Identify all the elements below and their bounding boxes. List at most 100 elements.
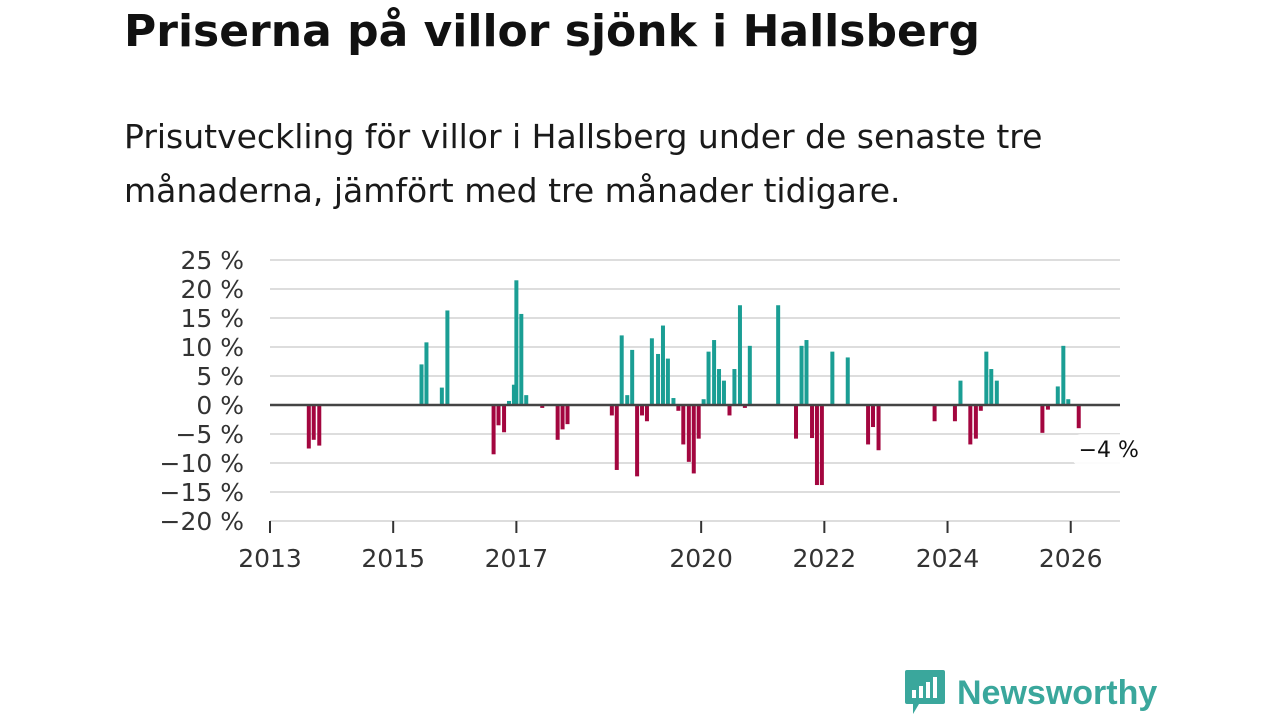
bar-positive bbox=[439, 387, 444, 405]
x-tick-label: 2026 bbox=[1039, 544, 1103, 573]
bar-negative bbox=[614, 405, 619, 470]
y-tick-label: −20 % bbox=[160, 507, 244, 536]
page-subtitle: Prisutveckling för villor i Hallsberg un… bbox=[124, 117, 1043, 210]
y-tick-label: 20 % bbox=[180, 275, 244, 304]
bar-positive bbox=[649, 338, 654, 405]
bar-negative bbox=[560, 405, 565, 430]
bar-positive bbox=[519, 313, 524, 405]
bar-positive bbox=[506, 400, 511, 405]
bar-negative bbox=[609, 405, 614, 416]
bar-positive bbox=[706, 351, 711, 405]
bar-negative bbox=[819, 405, 824, 486]
bar-positive bbox=[721, 380, 726, 405]
bar-negative bbox=[635, 405, 640, 477]
bar-negative bbox=[1040, 405, 1045, 433]
bar-negative bbox=[306, 405, 311, 449]
x-tick-label: 2020 bbox=[669, 544, 733, 573]
y-tick-label: 10 % bbox=[180, 333, 244, 362]
x-tick-label: 2017 bbox=[485, 544, 549, 573]
bar-negative bbox=[871, 405, 876, 428]
bar-negative bbox=[502, 405, 507, 433]
bar-positive bbox=[717, 369, 722, 405]
bar-positive bbox=[619, 335, 624, 405]
bars-layer bbox=[306, 280, 1081, 486]
bar-negative bbox=[496, 405, 501, 426]
page-title: Priserna på villor sjönk i Hallsberg bbox=[124, 6, 980, 57]
bar-negative bbox=[973, 405, 978, 439]
bar-negative bbox=[968, 405, 973, 445]
bar-negative bbox=[640, 405, 645, 416]
bar-negative bbox=[866, 405, 871, 445]
bar-negative bbox=[742, 405, 747, 408]
bar-positive bbox=[958, 380, 963, 405]
y-tick-label: 25 % bbox=[180, 246, 244, 275]
bar-positive bbox=[776, 305, 781, 405]
bar-positive bbox=[660, 325, 665, 405]
bar-negative bbox=[810, 405, 815, 439]
bar-positive bbox=[701, 399, 706, 405]
axis-layer bbox=[269, 403, 1120, 533]
last-value-bg bbox=[1072, 434, 1145, 467]
grid-layer bbox=[270, 259, 1120, 522]
bar-positive bbox=[1055, 386, 1060, 405]
bar-negative bbox=[565, 405, 570, 425]
bar-negative bbox=[1045, 405, 1050, 410]
x-tick-label: 2024 bbox=[916, 544, 980, 573]
bar-positive bbox=[737, 305, 742, 405]
bar-positive bbox=[671, 398, 676, 405]
bar-negative bbox=[952, 405, 957, 422]
bar-positive bbox=[732, 369, 737, 405]
brand-name: Newsworthy bbox=[957, 673, 1158, 712]
bar-positive bbox=[989, 369, 994, 405]
bar-positive bbox=[799, 345, 804, 405]
bar-negative bbox=[814, 405, 819, 486]
x-tick-label: 2013 bbox=[238, 544, 302, 573]
bar-positive bbox=[984, 351, 989, 405]
bar-positive bbox=[514, 280, 519, 405]
bar-positive bbox=[524, 395, 529, 405]
bar-negative bbox=[311, 405, 316, 440]
bar-positive bbox=[994, 380, 999, 405]
bar-negative bbox=[794, 405, 799, 439]
x-tick-label: 2022 bbox=[793, 544, 857, 573]
bar-negative bbox=[932, 405, 937, 422]
bar-negative bbox=[555, 405, 560, 440]
bar-negative bbox=[876, 405, 881, 451]
bar-negative bbox=[644, 405, 649, 422]
y-tick-label: −5 % bbox=[175, 420, 244, 449]
bar-positive bbox=[665, 358, 670, 405]
bar-positive bbox=[419, 364, 424, 405]
bar-negative bbox=[317, 405, 322, 446]
bar-positive bbox=[712, 340, 717, 405]
y-tick-label: 5 % bbox=[196, 362, 244, 391]
bar-positive bbox=[511, 384, 516, 405]
bar-positive bbox=[630, 349, 635, 405]
bar-positive bbox=[445, 310, 450, 405]
bar-negative bbox=[691, 405, 696, 474]
last-value-label: −4 % bbox=[1079, 438, 1139, 463]
bar-negative bbox=[978, 405, 983, 411]
bar-negative bbox=[491, 405, 496, 455]
bar-positive bbox=[625, 395, 630, 405]
bar-positive bbox=[424, 342, 429, 405]
y-tick-label: 15 % bbox=[180, 304, 244, 333]
bar-positive bbox=[1061, 345, 1066, 405]
y-tick-label: 0 % bbox=[196, 391, 244, 420]
newsworthy-logo-icon bbox=[905, 670, 945, 714]
y-tick-label: −10 % bbox=[160, 449, 244, 478]
bar-negative bbox=[727, 405, 732, 416]
bar-negative bbox=[540, 405, 545, 408]
bar-positive bbox=[830, 351, 835, 405]
label-layer: 25 %20 %15 %10 %5 %0 %−5 %−10 %−15 %−20 … bbox=[160, 246, 1145, 573]
bar-positive bbox=[1066, 399, 1071, 405]
bar-positive bbox=[656, 353, 661, 405]
y-tick-label: −15 % bbox=[160, 478, 244, 507]
bar-negative bbox=[676, 405, 681, 411]
bar-positive bbox=[804, 340, 809, 405]
bar-negative bbox=[696, 405, 701, 439]
bar-positive bbox=[845, 357, 850, 405]
bar-negative bbox=[686, 405, 691, 462]
brand-logo: Newsworthy bbox=[903, 668, 1157, 718]
bar-negative bbox=[681, 405, 686, 445]
